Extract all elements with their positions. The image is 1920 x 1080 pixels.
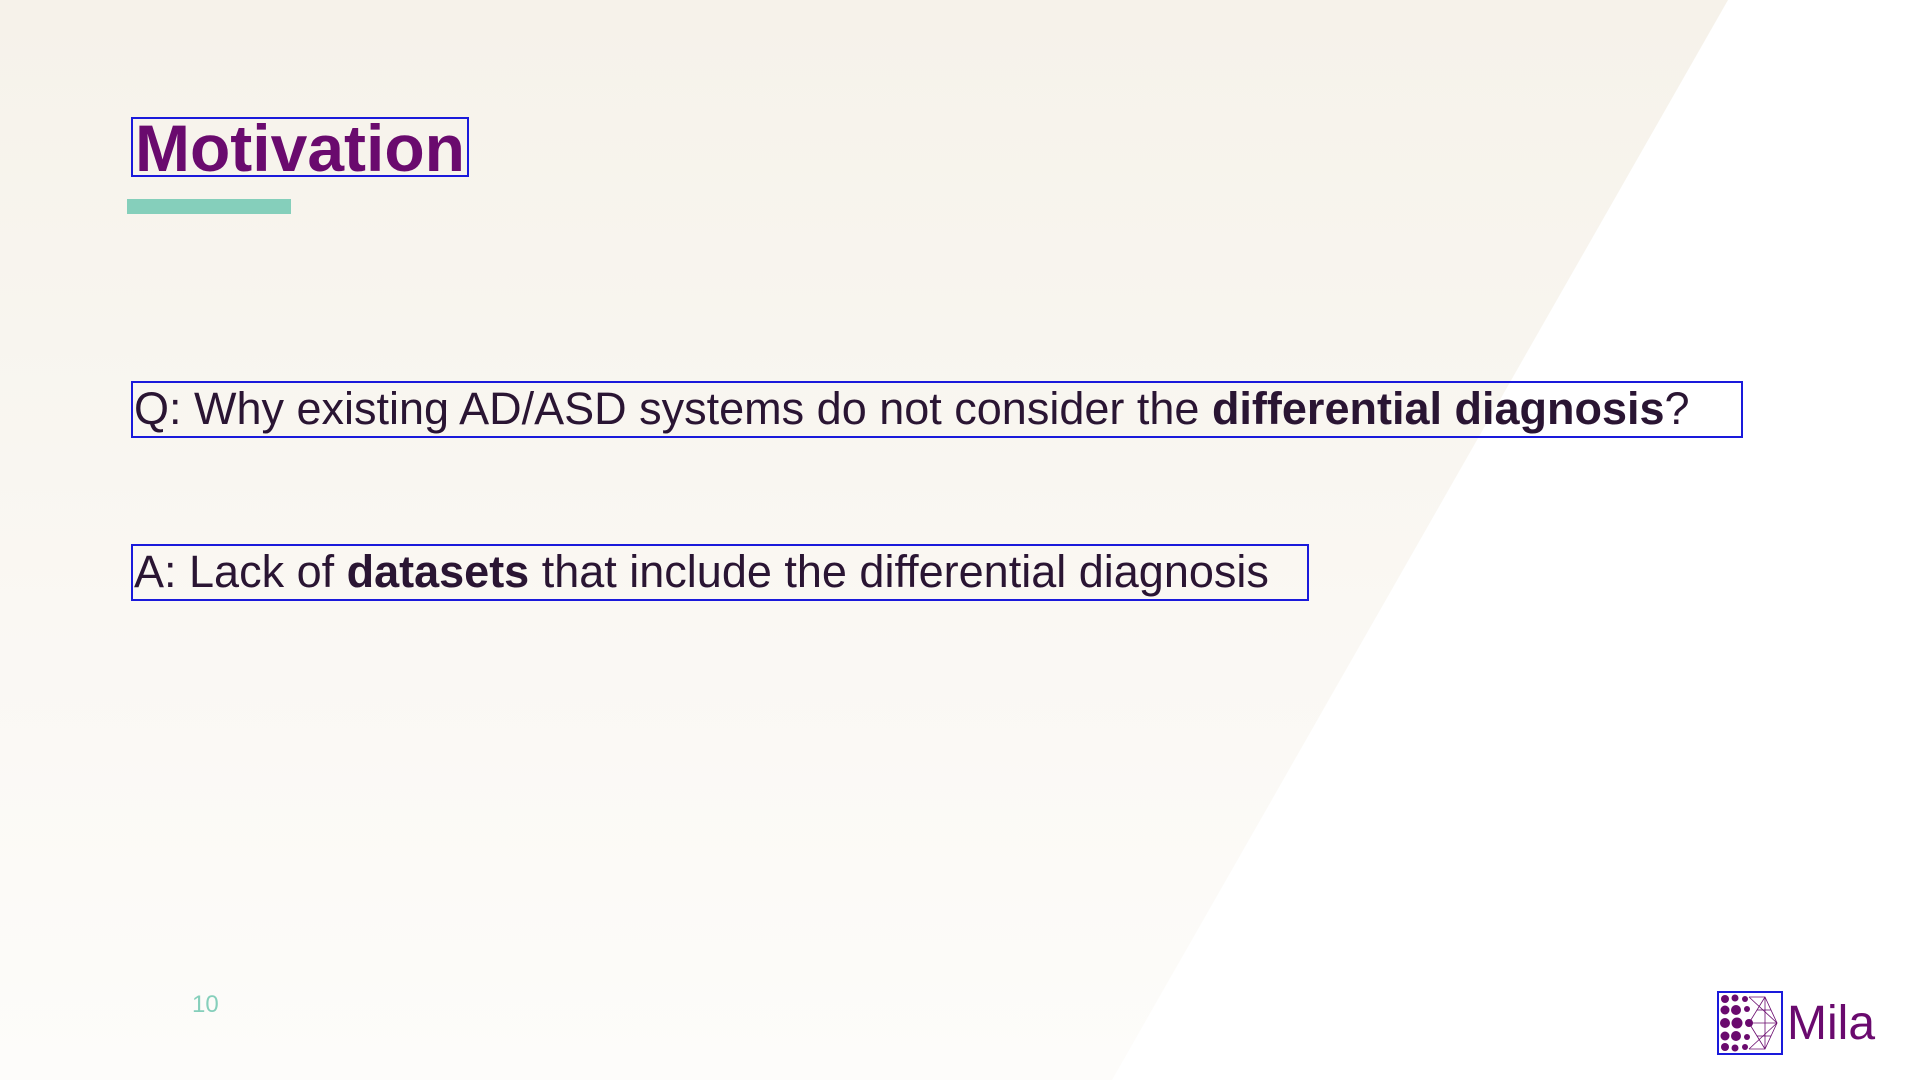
- title-underline: [127, 199, 291, 214]
- slide-title: Motivation: [131, 115, 469, 181]
- page-number: 10: [192, 991, 219, 1018]
- answer-suffix: that include the differential diagnosis: [529, 546, 1269, 597]
- answer-prefix: A: Lack of: [134, 546, 347, 597]
- question-suffix: ?: [1664, 383, 1690, 434]
- mila-dots-logo-icon: [1717, 991, 1783, 1055]
- question-prefix: Q: Why existing AD/ASD systems do not co…: [134, 383, 1212, 434]
- mila-wordmark: Mila: [1787, 997, 1876, 1050]
- question-emphasis: differential diagnosis: [1211, 383, 1665, 434]
- question-text: Q: Why existing AD/ASD systems do not co…: [131, 381, 1743, 438]
- answer-emphasis: datasets: [346, 546, 530, 597]
- answer-text: A: Lack of datasets that include the dif…: [131, 544, 1309, 601]
